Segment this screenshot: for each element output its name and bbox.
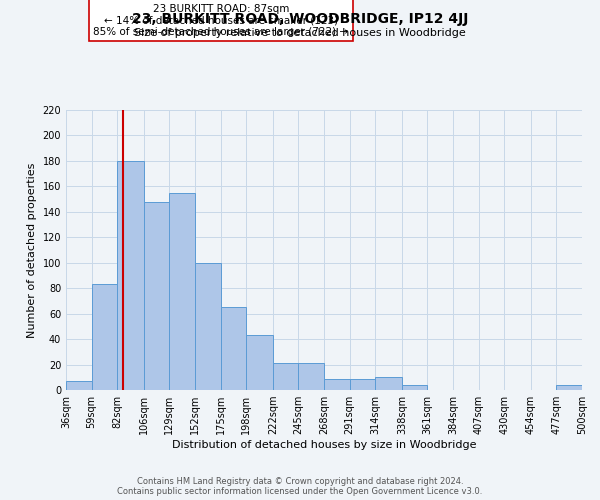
Text: Contains HM Land Registry data © Crown copyright and database right 2024.: Contains HM Land Registry data © Crown c… bbox=[137, 476, 463, 486]
Bar bbox=[221, 308, 246, 390]
Bar bbox=[375, 378, 402, 390]
Bar bbox=[169, 192, 195, 390]
Bar bbox=[298, 364, 324, 390]
Bar bbox=[246, 336, 273, 390]
Bar bbox=[66, 381, 92, 390]
Bar bbox=[144, 202, 169, 390]
Bar bbox=[117, 161, 144, 390]
Bar bbox=[350, 378, 375, 390]
Text: Size of property relative to detached houses in Woodbridge: Size of property relative to detached ho… bbox=[134, 28, 466, 38]
Bar bbox=[195, 262, 221, 390]
X-axis label: Distribution of detached houses by size in Woodbridge: Distribution of detached houses by size … bbox=[172, 440, 476, 450]
Bar bbox=[402, 385, 427, 390]
Bar bbox=[324, 378, 350, 390]
Bar bbox=[273, 364, 298, 390]
Bar bbox=[556, 385, 582, 390]
Text: 23, BURKITT ROAD, WOODBRIDGE, IP12 4JJ: 23, BURKITT ROAD, WOODBRIDGE, IP12 4JJ bbox=[132, 12, 468, 26]
Bar bbox=[92, 284, 117, 390]
Y-axis label: Number of detached properties: Number of detached properties bbox=[27, 162, 37, 338]
Text: Contains public sector information licensed under the Open Government Licence v3: Contains public sector information licen… bbox=[118, 486, 482, 496]
Text: 23 BURKITT ROAD: 87sqm
← 14% of detached houses are smaller (123)
85% of semi-de: 23 BURKITT ROAD: 87sqm ← 14% of detached… bbox=[93, 4, 349, 37]
